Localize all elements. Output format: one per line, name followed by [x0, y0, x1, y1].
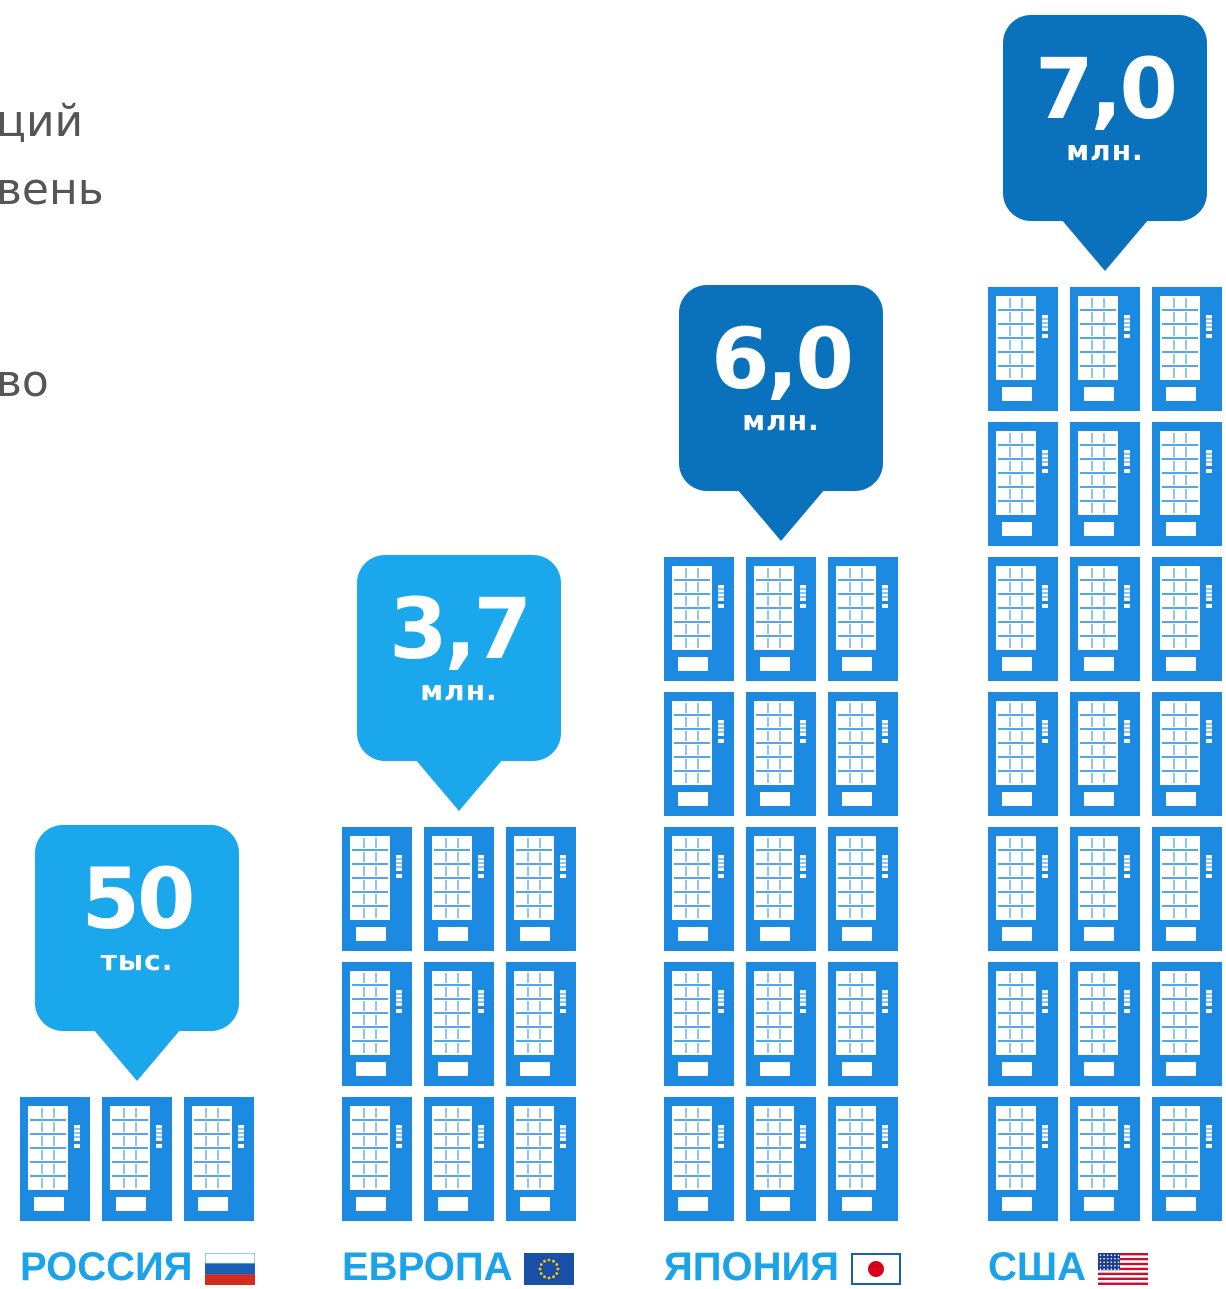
vending-machine-icon — [506, 827, 576, 951]
vending-machine-icon — [184, 1097, 254, 1221]
vending-machine-icon — [1152, 557, 1222, 681]
vending-machine-icon — [664, 1097, 734, 1221]
vending-machine-icon — [20, 1097, 90, 1221]
vending-machine-icon — [746, 557, 816, 681]
vending-machine-icon — [424, 962, 494, 1086]
vending-machine-icon — [828, 692, 898, 816]
background-text-line-1: ций — [0, 96, 84, 147]
category-label: РОССИЯ — [20, 1246, 193, 1288]
vending-machine-icon — [746, 827, 816, 951]
vending-machine-icon — [1152, 692, 1222, 816]
vending-machine-icon — [664, 827, 734, 951]
vending-machine-icon — [1070, 692, 1140, 816]
vending-machine-icon — [1152, 287, 1222, 411]
category-name: ЕВРОПА — [342, 1245, 513, 1289]
category-label: США — [988, 1246, 1086, 1288]
value-label: 7,0 — [1035, 40, 1178, 138]
vending-machine-icon — [828, 962, 898, 1086]
vending-machine-icon — [1152, 962, 1222, 1086]
vending-machine-icon — [1070, 287, 1140, 411]
vending-machine-icon — [342, 1097, 412, 1221]
vending-machine-icon — [746, 962, 816, 1086]
vending-machine-icon — [1070, 827, 1140, 951]
unit-label: тыс. — [100, 944, 174, 977]
value-bubble: 3,7 млн. — [357, 555, 561, 811]
vending-machine-icon — [1152, 827, 1222, 951]
vending-machine-icon — [988, 962, 1058, 1086]
vending-machine-icon — [746, 692, 816, 816]
unit-label: млн. — [420, 674, 498, 707]
russia-flag-icon — [204, 1253, 255, 1285]
japan-flag-icon — [851, 1253, 901, 1285]
vending-machine-icon — [988, 287, 1058, 411]
eu-flag-icon — [524, 1253, 575, 1285]
value-label: 6,0 — [711, 310, 854, 408]
value-label: 50 — [81, 850, 196, 948]
vending-machine-icon — [1070, 557, 1140, 681]
vending-machine-icon — [1070, 962, 1140, 1086]
vending-machine-icon — [828, 557, 898, 681]
vending-machine-icon — [988, 1097, 1058, 1221]
vending-machine-icon — [988, 557, 1058, 681]
vending-machine-icon — [1152, 422, 1222, 546]
vending-machine-icon — [664, 557, 734, 681]
vending-machine-icon — [988, 827, 1058, 951]
usa-flag-icon — [1097, 1253, 1148, 1285]
value-bubble: 50 тыс. — [35, 825, 239, 1081]
vending-machine-icon — [988, 692, 1058, 816]
vending-machine-icon — [506, 1097, 576, 1221]
vending-machine-icon — [1070, 422, 1140, 546]
background-text-line-2: вень — [0, 164, 104, 215]
value-label: 3,7 — [389, 580, 532, 678]
vending-machine-icon — [424, 1097, 494, 1221]
category-name: РОССИЯ — [20, 1245, 193, 1289]
unit-label: млн. — [1066, 134, 1144, 167]
value-bubble: 6,0 млн. — [679, 285, 883, 541]
vending-machine-icon — [828, 1097, 898, 1221]
vending-machine-icon — [828, 827, 898, 951]
unit-label: млн. — [742, 404, 820, 437]
vending-machine-icon — [746, 1097, 816, 1221]
vending-machine-icon — [424, 827, 494, 951]
category-label: ЯПОНИЯ — [664, 1246, 839, 1288]
vending-machine-icon — [342, 962, 412, 1086]
category-name: США — [988, 1245, 1086, 1289]
vending-machine-icon — [1152, 1097, 1222, 1221]
vending-machine-icon — [102, 1097, 172, 1221]
vending-machine-icon — [1070, 1097, 1140, 1221]
vending-machine-icon — [506, 962, 576, 1086]
category-label: ЕВРОПА — [342, 1246, 512, 1288]
category-name: ЯПОНИЯ — [664, 1245, 839, 1289]
vending-machine-icon — [342, 827, 412, 951]
vending-machine-icon — [988, 422, 1058, 546]
background-text-line-3: во — [0, 356, 49, 407]
vending-machine-icon — [664, 692, 734, 816]
value-bubble: 7,0 млн. — [1003, 15, 1207, 271]
vending-machine-icon — [664, 962, 734, 1086]
